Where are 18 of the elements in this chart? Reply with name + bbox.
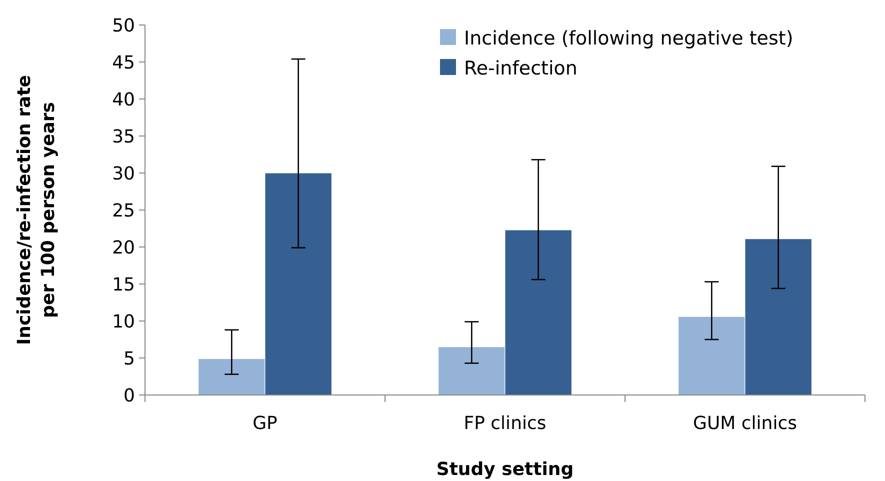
y-tick-label: 15 (112, 274, 135, 296)
y-axis-title: Incidence/re-infection rate per 100 person years (14, 74, 59, 346)
x-tick-label: GP (252, 413, 278, 434)
x-tick-label: FP clinics (464, 413, 546, 434)
y-tick-label: 25 (112, 200, 135, 222)
y-tick-label: 35 (112, 126, 135, 148)
x-tick-label: GUM clinics (693, 413, 797, 434)
y-tick-label: 5 (124, 348, 135, 370)
y-tick-label: 40 (112, 89, 135, 110)
y-tick-label: 20 (112, 237, 135, 258)
legend-label: Re-infection (464, 58, 578, 80)
x-axis-title: Study setting (436, 459, 574, 480)
y-tick-label: 45 (112, 52, 135, 74)
y-tick-label: 10 (112, 311, 135, 332)
y-tick-label: 50 (112, 15, 135, 36)
y-tick-label: 30 (112, 163, 135, 184)
legend-label: Incidence (following negative test) (464, 28, 794, 50)
y-tick-label: 0 (124, 385, 135, 406)
